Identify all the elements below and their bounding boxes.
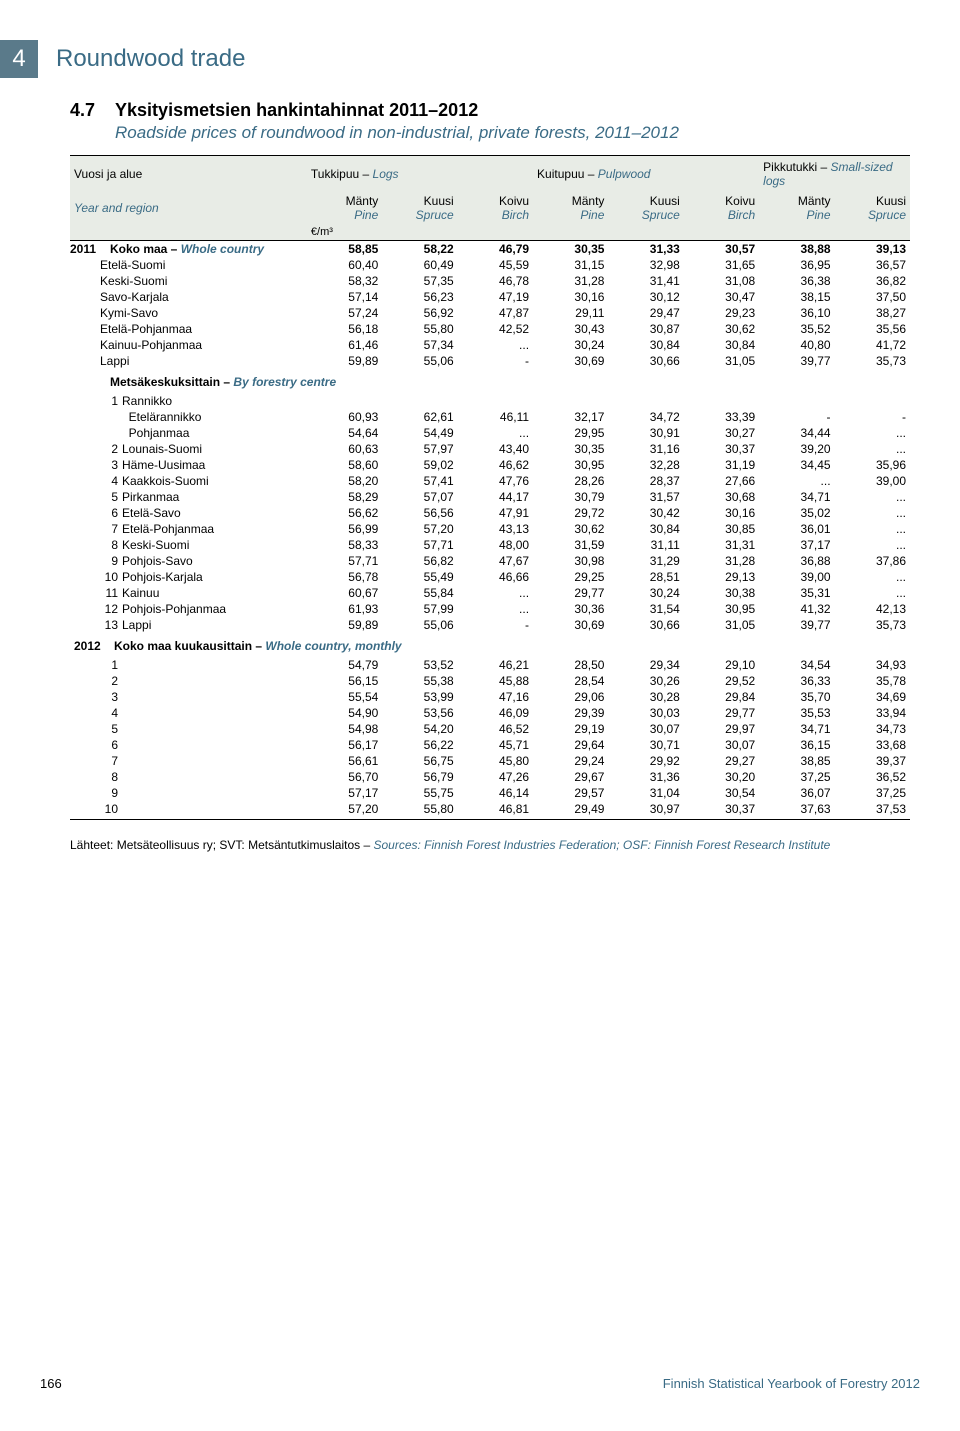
publication-title: Finnish Statistical Yearbook of Forestry…	[663, 1376, 920, 1391]
unit-label: €/m³	[307, 224, 382, 241]
forestry-centre-row: 10Pohjois-Karjala56,7855,4946,6629,2528,…	[70, 569, 910, 585]
monthly-head: 2012Koko maa kuukausittain – Whole count…	[70, 633, 910, 657]
forestry-centre-row: Etelärannikko60,9362,6146,1132,1734,7233…	[70, 409, 910, 425]
chapter-title: Roundwood trade	[56, 45, 245, 73]
col-spruce-3: KuusiSpruce	[835, 192, 910, 224]
col-birch-1: KoivuBirch	[458, 192, 533, 224]
col-birch-2: KoivuBirch	[684, 192, 759, 224]
by-forestry-centre-head: Metsäkeskuksittain – By forestry centre	[70, 369, 910, 393]
group-logs: Tukkipuu – Logs	[307, 156, 533, 193]
chapter-tab: 4 Roundwood trade	[0, 40, 245, 78]
forestry-centre-row: 13Lappi59,8955,06-30,6930,6631,0539,7735…	[70, 617, 910, 633]
monthly-row: 154,7953,5246,2128,5029,3429,1034,5434,9…	[70, 657, 910, 673]
monthly-row: 656,1756,2245,7129,6430,7130,0736,1533,6…	[70, 737, 910, 753]
forestry-centre-row: 6Etelä-Savo56,6256,5647,9129,7230,4230,1…	[70, 505, 910, 521]
monthly-row: 856,7056,7947,2629,6731,3630,2037,2536,5…	[70, 769, 910, 785]
forestry-centre-row: 4Kaakkois-Suomi58,2057,4147,7628,2628,37…	[70, 473, 910, 489]
col-spruce-2: KuusiSpruce	[608, 192, 683, 224]
region-row: Etelä-Suomi60,4060,4945,5931,1532,9831,6…	[70, 257, 910, 273]
forestry-centre-row: 5Pirkanmaa58,2957,0744,1730,7931,5730,68…	[70, 489, 910, 505]
monthly-row: 256,1555,3845,8828,5430,2629,5236,3335,7…	[70, 673, 910, 689]
sources-line: Lähteet: Metsäteollisuus ry; SVT: Metsän…	[70, 838, 910, 852]
chapter-number: 4	[0, 40, 38, 78]
forestry-centre-row: 9Pohjois-Savo57,7156,8247,6730,9831,2931…	[70, 553, 910, 569]
forestry-centre-row: 12Pohjois-Pohjanmaa61,9357,99...30,3631,…	[70, 601, 910, 617]
price-table: Vuosi ja alue Tukkipuu – Logs Kuitupuu –…	[70, 155, 910, 820]
page-footer: 166 Finnish Statistical Yearbook of Fore…	[40, 1376, 920, 1391]
monthly-row: 454,9053,5646,0929,3930,0329,7735,5333,9…	[70, 705, 910, 721]
monthly-row: 355,5453,9947,1629,0630,2829,8435,7034,6…	[70, 689, 910, 705]
forestry-centre-row: 3Häme-Uusimaa58,6059,0246,6230,9532,2831…	[70, 457, 910, 473]
region-row: Lappi59,8955,06-30,6930,6631,0539,7735,7…	[70, 353, 910, 369]
page-number: 166	[40, 1376, 62, 1391]
forestry-centre-row: 7Etelä-Pohjanmaa56,9957,2043,1330,6230,8…	[70, 521, 910, 537]
col-pine-1: MäntyPine	[307, 192, 382, 224]
forestry-centre-row: 11Kainuu60,6755,84...29,7730,2430,3835,3…	[70, 585, 910, 601]
row-whole-country-2011: 2011Koko maa – Whole country58,8558,2246…	[70, 241, 910, 258]
forestry-centre-row: 1Rannikko	[70, 393, 910, 409]
region-row: Savo-Karjala57,1456,2347,1930,1630,1230,…	[70, 289, 910, 305]
table-title-fi: Yksityismetsien hankintahinnat 2011–2012	[115, 100, 679, 121]
region-row: Kymi-Savo57,2456,9247,8729,1129,4729,233…	[70, 305, 910, 321]
monthly-row: 756,6156,7545,8029,2429,9229,2738,8539,3…	[70, 753, 910, 769]
table-bottom-rule	[70, 817, 910, 819]
col-pine-3: MäntyPine	[759, 192, 834, 224]
row-header-en: Year and region	[70, 192, 307, 224]
region-row: Etelä-Pohjanmaa56,1855,8042,5230,4330,87…	[70, 321, 910, 337]
col-pine-2: MäntyPine	[533, 192, 608, 224]
row-header: Vuosi ja alue	[70, 156, 307, 193]
table-number: 4.7	[70, 100, 95, 143]
group-small-logs: Pikkutukki – Small-sized logs	[759, 156, 910, 193]
forestry-centre-row: 2Lounais-Suomi60,6357,9743,4030,3531,163…	[70, 441, 910, 457]
monthly-row: 554,9854,2046,5229,1930,0729,9734,7134,7…	[70, 721, 910, 737]
group-pulpwood: Kuitupuu – Pulpwood	[533, 156, 759, 193]
monthly-row: 957,1755,7546,1429,5731,0430,5436,0737,2…	[70, 785, 910, 801]
forestry-centre-row: 8Keski-Suomi58,3357,7148,0031,5931,1131,…	[70, 537, 910, 553]
region-row: Kainuu-Pohjanmaa61,4657,34...30,2430,843…	[70, 337, 910, 353]
monthly-row: 1057,2055,8046,8129,4930,9730,3737,6337,…	[70, 801, 910, 817]
col-spruce-1: KuusiSpruce	[382, 192, 457, 224]
forestry-centre-row: Pohjanmaa54,6454,49...29,9530,9130,2734,…	[70, 425, 910, 441]
table-heading: 4.7 Yksityismetsien hankintahinnat 2011–…	[70, 100, 910, 143]
region-row: Keski-Suomi58,3257,3546,7831,2831,4131,0…	[70, 273, 910, 289]
table-title-en: Roadside prices of roundwood in non-indu…	[115, 123, 679, 143]
